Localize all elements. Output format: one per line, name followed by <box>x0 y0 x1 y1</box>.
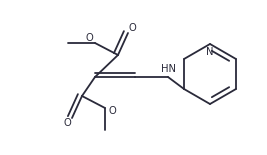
Text: HN: HN <box>160 64 175 74</box>
Text: O: O <box>63 118 71 128</box>
Text: N: N <box>206 47 214 57</box>
Text: O: O <box>128 23 136 33</box>
Text: O: O <box>108 106 116 116</box>
Text: O: O <box>85 33 93 43</box>
